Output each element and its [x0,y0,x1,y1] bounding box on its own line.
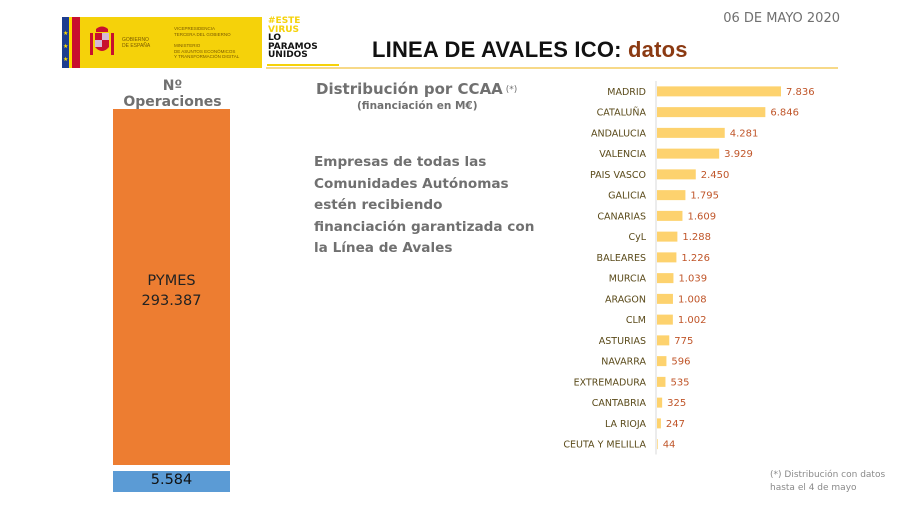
date-label: 06 DE MAYO 2020 [723,11,840,26]
value-label: 325 [667,398,686,409]
bar [657,418,661,429]
bar [657,273,674,284]
ministerio-text: MINISTERIO DE ASUNTOS ECONÓMICOS Y TRANS… [174,43,240,59]
bar [657,335,670,346]
category-label: LA RIOJA [605,419,647,430]
title-underline [266,67,838,69]
bar [657,397,663,408]
value-label: 3.929 [724,149,753,160]
category-label: CEUTA Y MELILLA [563,440,646,451]
value-label: 247 [666,419,685,430]
distribution-subtitle: (financiación en M€) [357,100,478,112]
bar [657,86,781,97]
category-label: VALENCIA [599,149,646,160]
category-label: CANARIAS [597,211,646,222]
pymes-value: 293.387 [141,293,202,309]
category-label: MADRID [607,87,646,98]
category-label: NAVARRA [601,357,646,368]
category-label: ASTURIAS [599,336,646,347]
category-label: CLM [626,315,646,326]
value-label: 1.288 [682,232,711,243]
bar [657,127,725,138]
description-text: Empresas de todas las Comunidades Autóno… [314,154,535,256]
title-main: LINEA DE AVALES ICO: [372,37,622,62]
distribution-title-note: (*) [505,85,518,95]
bar [657,107,766,118]
bar [657,293,673,304]
campaign-logo: #ESTE VIRUS LO PARAMOS UNIDOS [268,16,318,60]
value-label: 4.281 [730,128,759,139]
bar [657,376,666,387]
value-label: 1.039 [678,274,707,285]
value-label: 1.226 [681,253,710,264]
operations-heading: Nº Operaciones [123,78,222,110]
bar [657,190,686,201]
category-label: CyL [628,232,646,243]
distribution-title: Distribución por CCAA (*) [316,80,518,98]
category-label: GALICIA [608,191,646,202]
bar [657,356,667,367]
category-label: MURCIA [609,274,647,285]
vicepresidencia-text: VICEPRESIDENCIA TERCERA DEL GOBIERNO [174,26,231,37]
autonomos-value: 5.584 [150,472,193,488]
value-label: 596 [671,357,690,368]
value-label: 775 [674,336,693,347]
value-label: 1.609 [687,211,716,222]
coat-of-arms-icon [90,26,114,55]
campaign-underline [267,64,339,66]
value-label: 44 [663,440,676,451]
bar [657,210,683,221]
footnote: (*) Distribución con datos hasta el 4 de… [770,470,886,493]
value-label: 535 [670,377,689,388]
category-label: CANTABRIA [592,398,647,409]
bar [657,148,720,159]
value-label: 1.002 [678,315,707,326]
pymes-label: PYMES [147,273,196,289]
gobierno-text: GOBIERNO DE ESPAÑA [122,37,151,49]
category-label: PAIS VASCO [590,170,646,181]
value-label: 1.795 [690,191,719,202]
bar [657,314,673,325]
bar [657,439,658,450]
value-label: 1.008 [678,294,707,305]
value-label: 6.846 [770,108,799,119]
pymes-bar: PYMES 293.387 [113,109,230,465]
gobierno-espana-logo: ★ ★ ★ GOBIERNO DE ESPAÑA VICEPRESIDENCIA… [62,17,262,68]
bar [657,252,677,263]
category-label: ARAGON [605,294,646,305]
category-label: BALEARES [597,253,646,264]
category-label: EXTREMADURA [574,377,647,388]
page-title: LINEA DE AVALES ICO: datos [372,37,688,63]
autonomos-bar: 5.584 [113,471,230,492]
value-label: 2.450 [701,170,730,181]
category-label: ANDALUCIA [591,128,646,139]
value-label: 7.836 [786,87,815,98]
title-accent: datos [628,37,688,62]
bar [657,231,678,242]
flag-icon: ★ ★ ★ [62,17,80,68]
category-label: CATALUÑA [597,108,647,119]
bar [657,169,696,180]
